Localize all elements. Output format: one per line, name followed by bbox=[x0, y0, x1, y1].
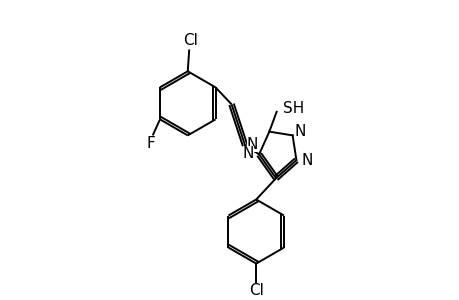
Text: N: N bbox=[293, 124, 305, 140]
Text: N: N bbox=[242, 146, 253, 161]
Text: Cl: Cl bbox=[182, 33, 197, 48]
Text: Cl: Cl bbox=[248, 283, 263, 298]
Text: F: F bbox=[146, 136, 155, 151]
Text: N: N bbox=[301, 153, 313, 168]
Text: SH: SH bbox=[282, 101, 303, 116]
Text: N: N bbox=[246, 136, 257, 152]
